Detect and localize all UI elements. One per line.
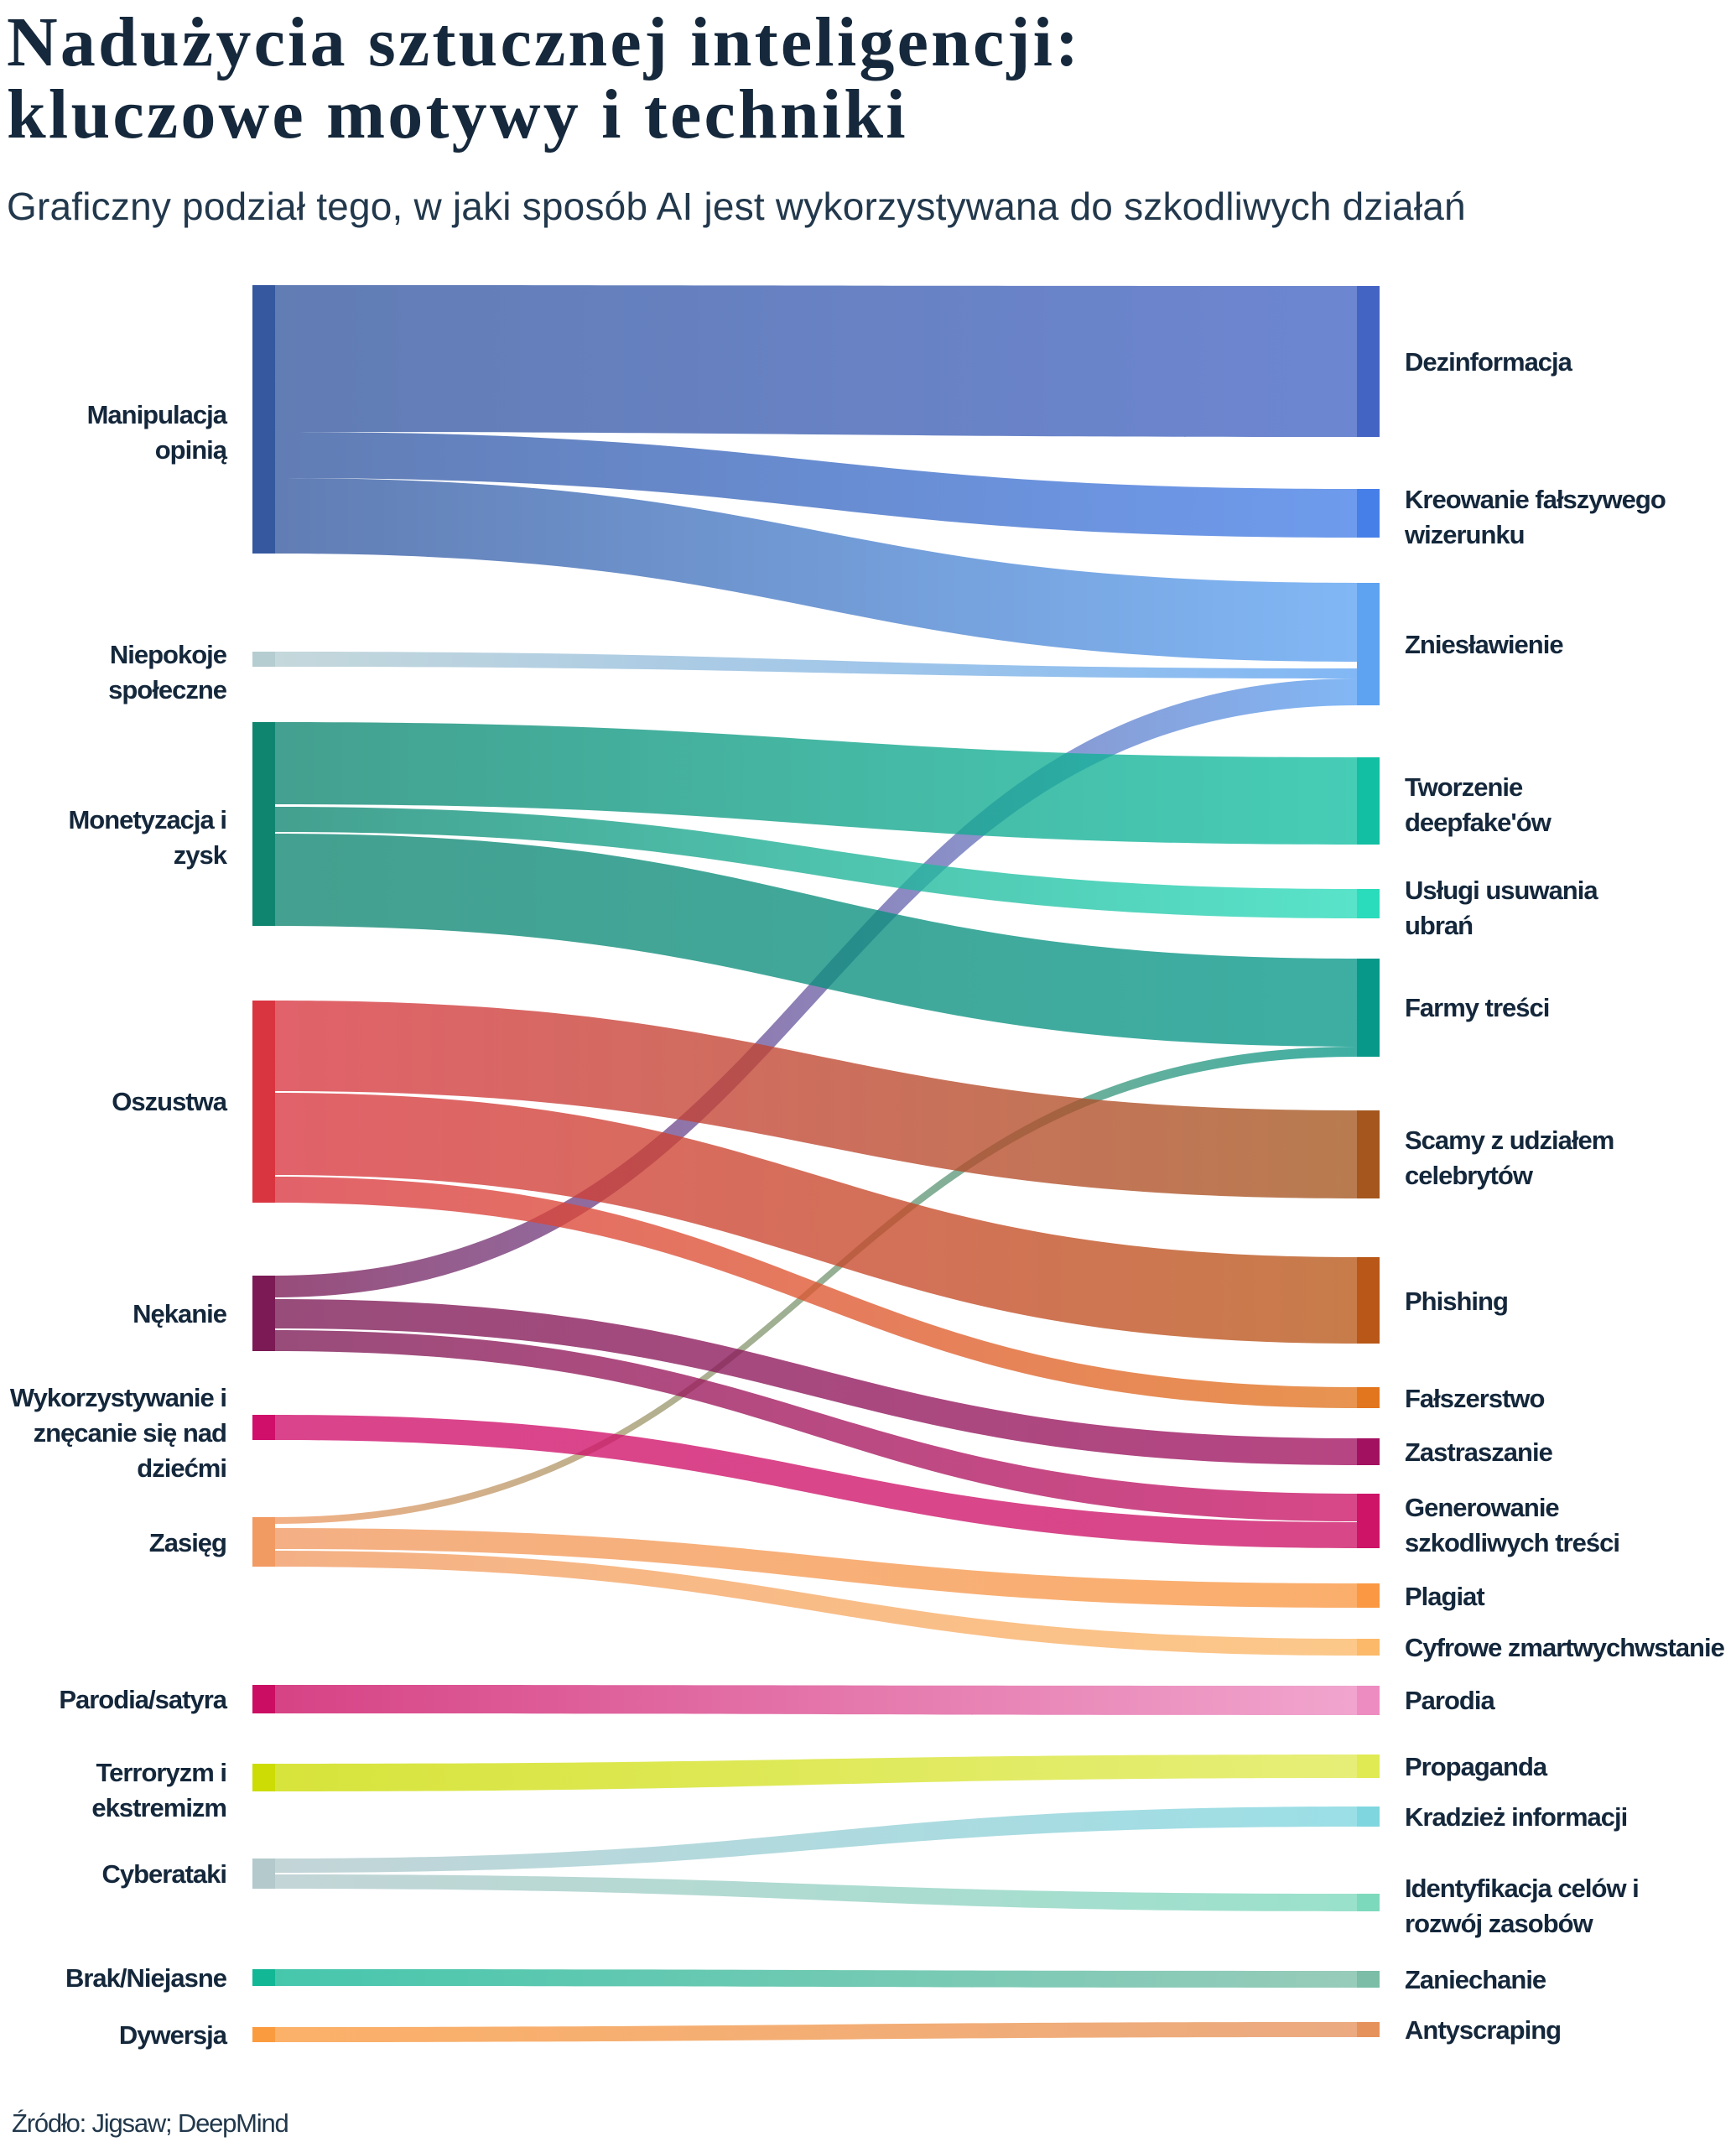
svg-text:Brak/Niejasne: Brak/Niejasne (65, 1963, 227, 1993)
svg-text:ekstremizm: ekstremizm (91, 1793, 226, 1822)
svg-text:Wykorzystywanie i: Wykorzystywanie i (10, 1383, 226, 1412)
svg-text:dziećmi: dziećmi (137, 1453, 226, 1483)
svg-text:ubrań: ubrań (1405, 911, 1473, 940)
svg-text:Cyfrowe zmartwychwstanie: Cyfrowe zmartwychwstanie (1405, 1633, 1725, 1662)
svg-text:Nękanie: Nękanie (133, 1299, 227, 1328)
svg-text:Zaniechanie: Zaniechanie (1405, 1965, 1546, 1994)
svg-text:Parodia/satyra: Parodia/satyra (59, 1685, 227, 1714)
svg-text:Oszustwa: Oszustwa (112, 1087, 227, 1116)
svg-text:Kreowanie fałszywego: Kreowanie fałszywego (1405, 485, 1666, 514)
svg-text:Identyfikacja celów i: Identyfikacja celów i (1405, 1874, 1639, 1903)
svg-text:szkodliwych treści: szkodliwych treści (1405, 1528, 1619, 1557)
svg-text:Kradzież informacji: Kradzież informacji (1405, 1802, 1627, 1832)
svg-text:Generowanie: Generowanie (1405, 1493, 1559, 1522)
svg-text:Fałszerstwo: Fałszerstwo (1405, 1384, 1545, 1413)
svg-text:Parodia: Parodia (1405, 1686, 1495, 1715)
svg-text:Zasięg: Zasięg (149, 1528, 226, 1557)
svg-text:Scamy z udziałem: Scamy z udziałem (1405, 1125, 1614, 1155)
svg-text:Niepokoje: Niepokoje (110, 640, 227, 669)
svg-text:Zniesławienie: Zniesławienie (1405, 630, 1563, 659)
svg-text:zysk: zysk (174, 840, 228, 870)
svg-text:opinią: opinią (155, 435, 228, 465)
svg-text:Dezinformacja: Dezinformacja (1405, 347, 1573, 377)
svg-text:rozwój zasobów: rozwój zasobów (1405, 1909, 1594, 1938)
svg-text:deepfake'ów: deepfake'ów (1405, 808, 1552, 837)
svg-text:społeczne: społeczne (108, 675, 227, 704)
svg-text:wizerunku: wizerunku (1404, 520, 1525, 549)
svg-text:Cyberataki: Cyberataki (101, 1859, 226, 1889)
svg-text:Propaganda: Propaganda (1405, 1752, 1548, 1781)
svg-text:Plagiat: Plagiat (1405, 1582, 1484, 1611)
svg-text:znęcanie się nad: znęcanie się nad (34, 1418, 226, 1448)
svg-text:Zastraszanie: Zastraszanie (1405, 1437, 1553, 1467)
svg-text:Monetyzacja i: Monetyzacja i (68, 805, 226, 834)
svg-text:Antyscraping: Antyscraping (1405, 2015, 1561, 2045)
svg-text:Terroryzm i: Terroryzm i (96, 1758, 226, 1787)
svg-text:Usługi usuwania: Usługi usuwania (1405, 876, 1598, 905)
svg-text:Dywersja: Dywersja (119, 2020, 228, 2050)
svg-text:Farmy treści: Farmy treści (1405, 993, 1549, 1022)
svg-text:Manipulacja: Manipulacja (87, 400, 228, 429)
svg-text:celebrytów: celebrytów (1405, 1161, 1534, 1190)
svg-text:Phishing: Phishing (1405, 1287, 1508, 1316)
svg-text:Tworzenie: Tworzenie (1405, 772, 1523, 802)
